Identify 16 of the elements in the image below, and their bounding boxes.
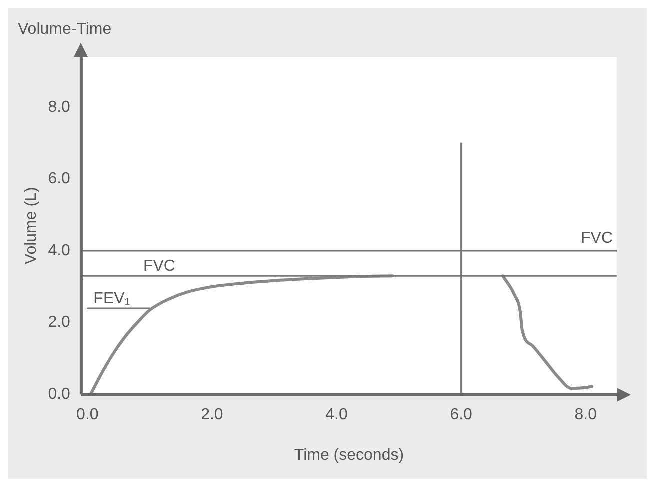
y-tick-label: 4.0 [48,242,71,260]
y-tick-label: 8.0 [48,98,71,116]
x-tick-label: 4.0 [326,406,348,424]
x-tick-label: 8.0 [574,406,598,424]
x-tick-label: 0.0 [76,406,99,424]
chart-title: Volume-Time [18,21,112,38]
x-axis-title: Time (seconds) [294,446,404,464]
ref-line-label: FVC [143,258,176,276]
ref-line-label: FVC [581,230,613,248]
series-label: FEV₁ [94,290,130,308]
y-tick-label: 0.0 [48,386,71,404]
x-tick-label: 2.0 [201,406,224,424]
y-tick-label: 2.0 [48,314,71,332]
y-tick-label: 6.0 [48,170,71,188]
y-axis-title: Volume (L) [23,187,40,265]
x-tick-label: 6.0 [450,406,473,424]
